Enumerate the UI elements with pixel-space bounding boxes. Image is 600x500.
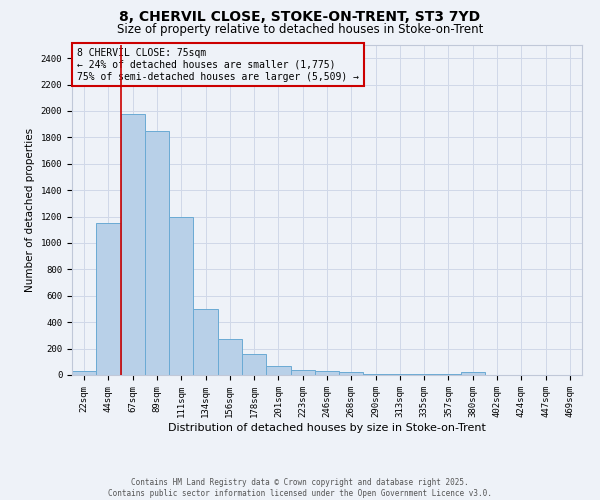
Bar — [72, 371, 96, 375]
Bar — [388, 374, 412, 375]
Bar — [290, 370, 315, 375]
Bar — [169, 216, 193, 375]
Text: Size of property relative to detached houses in Stoke-on-Trent: Size of property relative to detached ho… — [117, 22, 483, 36]
Bar — [145, 131, 169, 375]
Bar — [121, 114, 145, 375]
Text: 8 CHERVIL CLOSE: 75sqm
← 24% of detached houses are smaller (1,775)
75% of semi-: 8 CHERVIL CLOSE: 75sqm ← 24% of detached… — [77, 48, 359, 82]
Bar — [266, 366, 290, 375]
Bar — [242, 354, 266, 375]
Text: 8, CHERVIL CLOSE, STOKE-ON-TRENT, ST3 7YD: 8, CHERVIL CLOSE, STOKE-ON-TRENT, ST3 7Y… — [119, 10, 481, 24]
Bar — [364, 374, 388, 375]
Bar — [412, 374, 436, 375]
X-axis label: Distribution of detached houses by size in Stoke-on-Trent: Distribution of detached houses by size … — [168, 422, 486, 432]
Bar — [461, 372, 485, 375]
Bar — [96, 223, 121, 375]
Text: Contains HM Land Registry data © Crown copyright and database right 2025.
Contai: Contains HM Land Registry data © Crown c… — [108, 478, 492, 498]
Bar — [339, 372, 364, 375]
Y-axis label: Number of detached properties: Number of detached properties — [25, 128, 35, 292]
Bar — [315, 371, 339, 375]
Bar — [436, 374, 461, 375]
Bar — [193, 309, 218, 375]
Bar — [218, 340, 242, 375]
